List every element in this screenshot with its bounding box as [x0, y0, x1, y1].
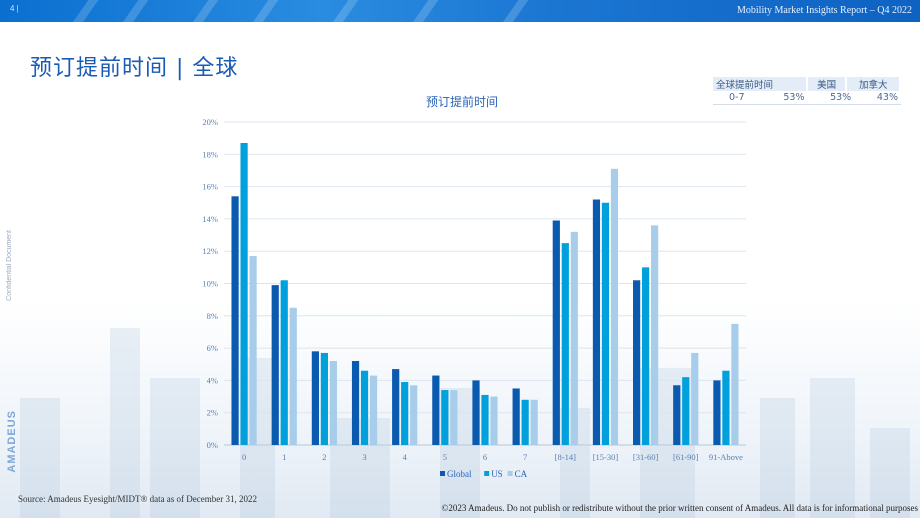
bar-us	[280, 280, 288, 445]
bar-ca	[490, 396, 498, 445]
legend-swatch-ca	[507, 471, 513, 476]
y-tick-label: 10%	[202, 279, 218, 289]
bar-ca	[329, 361, 337, 445]
y-tick-label: 16%	[202, 182, 218, 192]
bar-global	[552, 220, 560, 445]
copyright-notice: ©2023 Amadeus. Do not publish or redistr…	[441, 503, 918, 513]
bar-ca	[570, 231, 578, 445]
bar-global	[713, 380, 721, 445]
bar-global	[392, 369, 400, 445]
bar-ca	[249, 256, 257, 445]
bar-global	[512, 388, 520, 445]
y-tick-label: 2%	[207, 408, 218, 418]
y-tick-label: 18%	[202, 149, 218, 159]
summary-range: 0-7	[713, 91, 761, 105]
x-tick-label: [8-14]	[555, 452, 576, 462]
legend-swatch-us	[484, 471, 490, 476]
y-tick-label: 8%	[207, 311, 218, 321]
summary-global-value: 53%	[760, 91, 808, 105]
bar-us	[682, 377, 690, 445]
bar-global	[351, 361, 360, 445]
bar-us	[360, 370, 369, 445]
bar-us	[481, 394, 489, 445]
legend-swatch-global	[440, 471, 445, 476]
x-tick-label: 3	[362, 452, 366, 462]
x-tick-label: 5	[443, 452, 447, 462]
x-tick-label: [15-30]	[593, 452, 619, 462]
summary-us-value: 53%	[807, 91, 855, 105]
x-tick-label: 1	[282, 452, 286, 462]
y-tick-label: 6%	[207, 343, 218, 353]
x-tick-label: 6	[483, 452, 487, 462]
bar-ca	[369, 375, 378, 445]
y-tick-label: 20%	[202, 117, 218, 127]
bar-ca	[450, 390, 458, 445]
bar-us	[320, 352, 328, 445]
summary-table: 全球提前时间 美国 加拿大	[713, 77, 901, 91]
x-tick-label: 2	[322, 452, 326, 462]
x-tick-label: [61-90]	[673, 452, 699, 462]
summary-ca-value: 43%	[854, 91, 901, 105]
page-number: 4 |	[10, 4, 19, 13]
legend-label-global: Global	[447, 469, 472, 479]
legend-label-us: US	[491, 469, 503, 479]
bar-ca	[530, 399, 538, 445]
bar-ca	[289, 307, 297, 445]
city-skyline-background	[0, 300, 920, 518]
bar-global	[633, 280, 641, 445]
bar-ca	[691, 352, 699, 445]
bar-global	[472, 380, 480, 445]
y-tick-label: 4%	[207, 375, 218, 385]
chart-title: 预订提前时间	[426, 94, 498, 109]
report-title: Mobility Market Insights Report – Q4 202…	[737, 5, 912, 16]
bar-us	[401, 382, 409, 445]
bar-us	[642, 267, 650, 445]
bar-global	[311, 351, 319, 445]
summary-table-body: 0-7 53% 53% 43%	[713, 91, 901, 105]
top-banner: 4 | Mobility Market Insights Report – Q4…	[0, 0, 920, 22]
bar-ca	[410, 385, 418, 445]
bar-us	[722, 370, 730, 445]
bar-us	[240, 142, 248, 445]
x-tick-label: 0	[242, 452, 246, 462]
summary-header-ca: 加拿大	[846, 77, 901, 91]
x-tick-label: [31-60]	[633, 452, 659, 462]
bar-us	[441, 390, 449, 445]
x-tick-label: 7	[523, 452, 527, 462]
summary-header-global: 全球提前时间	[713, 77, 808, 91]
bar-global	[592, 199, 601, 445]
summary-header-us: 美国	[806, 77, 848, 91]
x-tick-label: 91-Above	[709, 452, 743, 462]
x-tick-label: 4	[403, 452, 408, 462]
bar-ca	[731, 323, 739, 445]
bar-global	[231, 196, 239, 445]
bar-ca	[651, 225, 659, 445]
page-title: 预订提前时间 | 全球	[30, 56, 239, 81]
bar-global	[432, 375, 440, 445]
bar-global	[673, 385, 681, 445]
y-tick-label: 14%	[202, 214, 218, 224]
bar-us	[561, 243, 569, 445]
bar-ca	[610, 168, 619, 445]
bar-us	[521, 399, 529, 445]
y-tick-label: 0%	[207, 440, 218, 450]
bar-us	[601, 202, 610, 445]
source-note: Source: Amadeus Eyesight/MIDT® data as o…	[18, 494, 258, 504]
y-tick-label: 12%	[202, 246, 218, 256]
legend-label-ca: CA	[515, 469, 528, 479]
bar-global	[271, 285, 279, 445]
